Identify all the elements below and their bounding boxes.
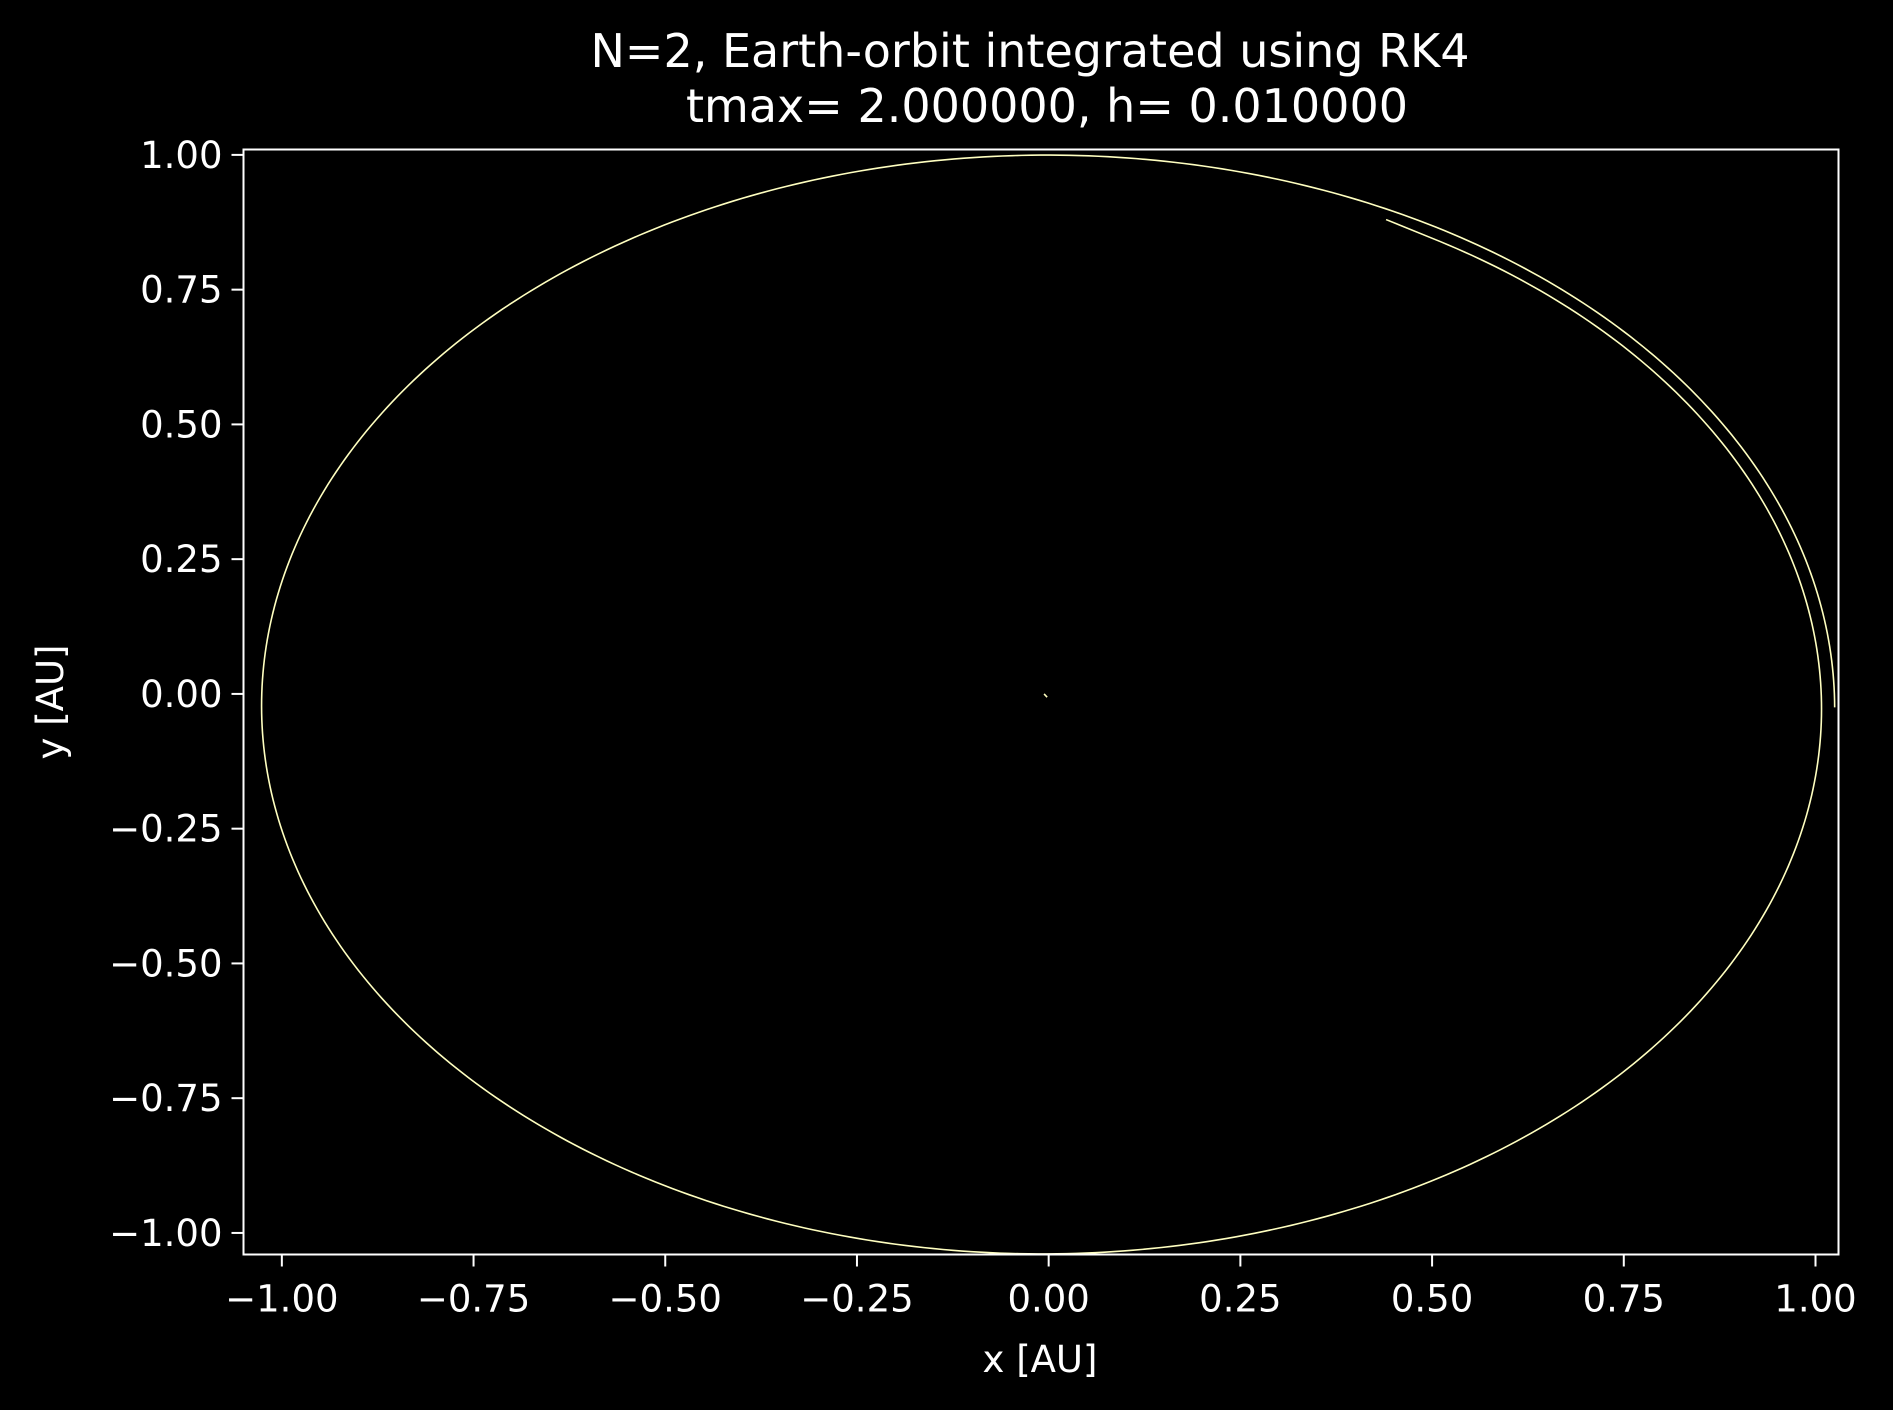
chart-subtitle: tmax= 2.000000, h= 0.010000: [686, 79, 1408, 133]
y-tick-label: 0.25: [140, 538, 222, 581]
sun-trajectory-line: [1043, 693, 1048, 698]
x-tick-label: −0.75: [417, 1278, 530, 1321]
y-tick-label: −0.75: [109, 1077, 222, 1120]
y-tick-label: 0.75: [140, 269, 222, 312]
y-tick-label: 0.50: [140, 403, 222, 446]
y-tick-label: −1.00: [109, 1212, 222, 1255]
y-tick-label: 0.00: [140, 673, 222, 716]
chart-title: N=2, Earth-orbit integrated using RK4: [591, 24, 1470, 78]
y-axis-label: y [AU]: [29, 645, 72, 760]
x-tick-label: −0.25: [800, 1278, 913, 1321]
x-tick-label: 0.75: [1583, 1278, 1665, 1321]
axes-frame: [242, 148, 1840, 1256]
x-tick-label: 0.50: [1391, 1278, 1473, 1321]
x-tick-label: 0.00: [1007, 1278, 1089, 1321]
x-tick-label: 1.00: [1774, 1278, 1856, 1321]
x-tick-label: −0.50: [609, 1278, 722, 1321]
x-tick-label: 0.25: [1199, 1278, 1281, 1321]
earth-orbit-line: [260, 154, 1836, 1255]
x-axis-label: x [AU]: [983, 1338, 1098, 1381]
x-axis: −1.00 −0.75 −0.50 −0.25 0.00 0.25 0.50 0.75 1.00: [225, 1254, 1857, 1321]
y-axis: 1.00 0.75 0.50 0.25 0.00 −0.25 −0.50 −0.75 −1.00: [109, 134, 244, 1255]
y-tick-label: 1.00: [140, 134, 222, 177]
plot-area: [260, 154, 1836, 1255]
x-tick-label: −1.00: [225, 1278, 338, 1321]
y-tick-label: −0.50: [109, 942, 222, 985]
y-tick-label: −0.25: [109, 808, 222, 851]
